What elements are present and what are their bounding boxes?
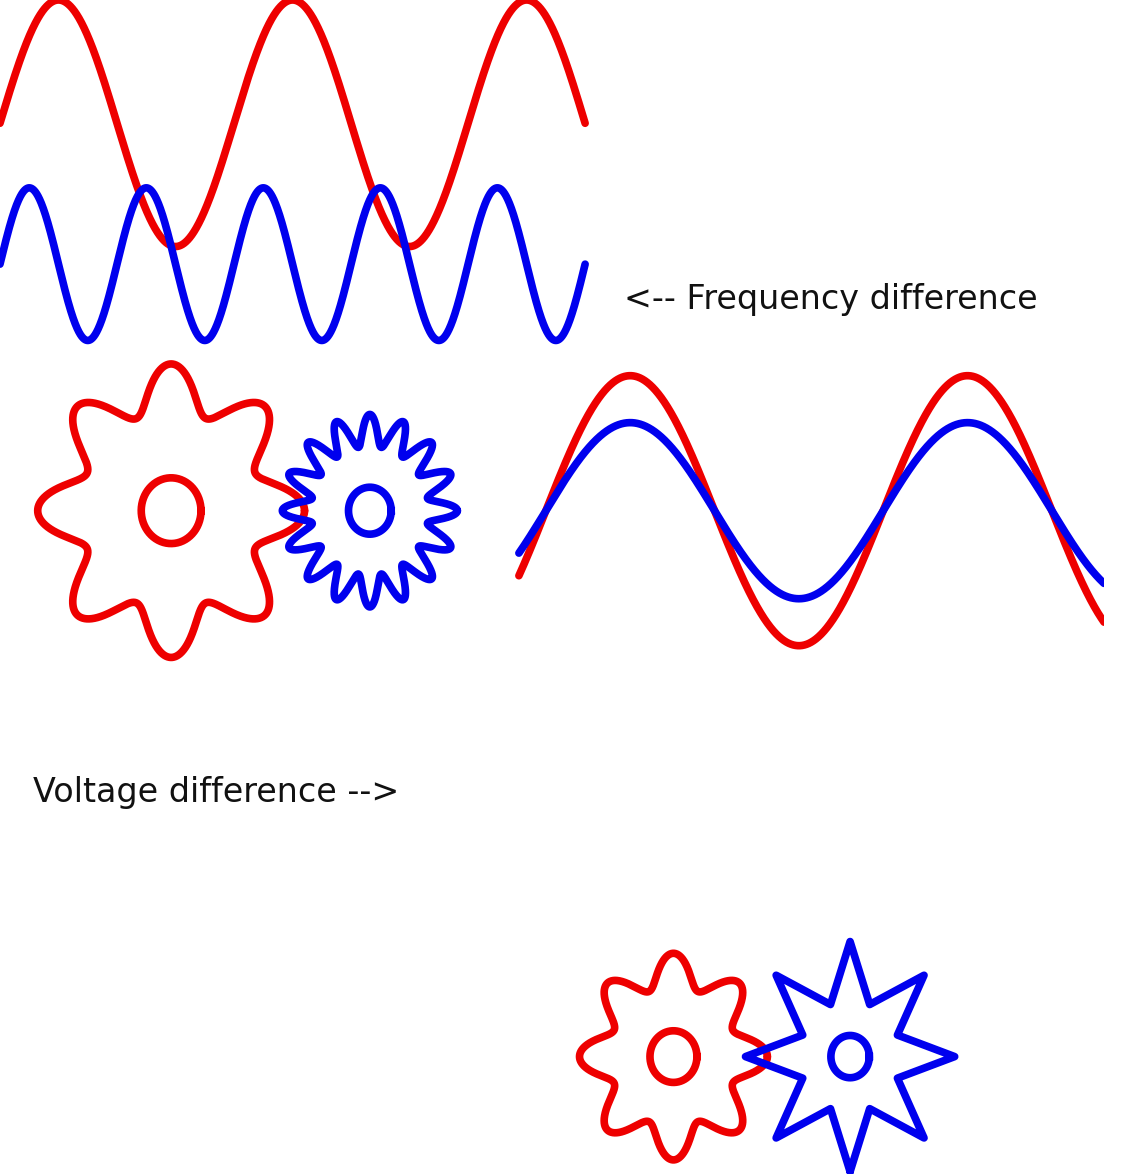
Text: <-- Frequency difference: <-- Frequency difference	[624, 283, 1037, 316]
Text: Voltage difference -->: Voltage difference -->	[33, 776, 400, 809]
